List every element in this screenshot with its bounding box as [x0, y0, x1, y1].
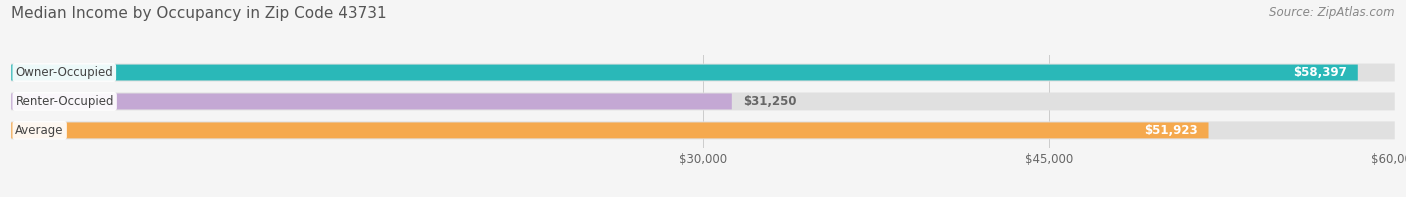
Text: $31,250: $31,250 [742, 95, 796, 108]
FancyBboxPatch shape [11, 122, 1209, 138]
Text: Average: Average [15, 124, 63, 137]
Text: Owner-Occupied: Owner-Occupied [15, 66, 112, 79]
FancyBboxPatch shape [11, 65, 1358, 81]
FancyBboxPatch shape [11, 94, 733, 109]
Text: $51,923: $51,923 [1144, 124, 1198, 137]
FancyBboxPatch shape [11, 121, 1395, 139]
Text: Renter-Occupied: Renter-Occupied [15, 95, 114, 108]
Text: Source: ZipAtlas.com: Source: ZipAtlas.com [1270, 6, 1395, 19]
Text: $58,397: $58,397 [1294, 66, 1347, 79]
Text: Median Income by Occupancy in Zip Code 43731: Median Income by Occupancy in Zip Code 4… [11, 6, 387, 21]
FancyBboxPatch shape [11, 64, 1395, 82]
FancyBboxPatch shape [11, 92, 1395, 111]
